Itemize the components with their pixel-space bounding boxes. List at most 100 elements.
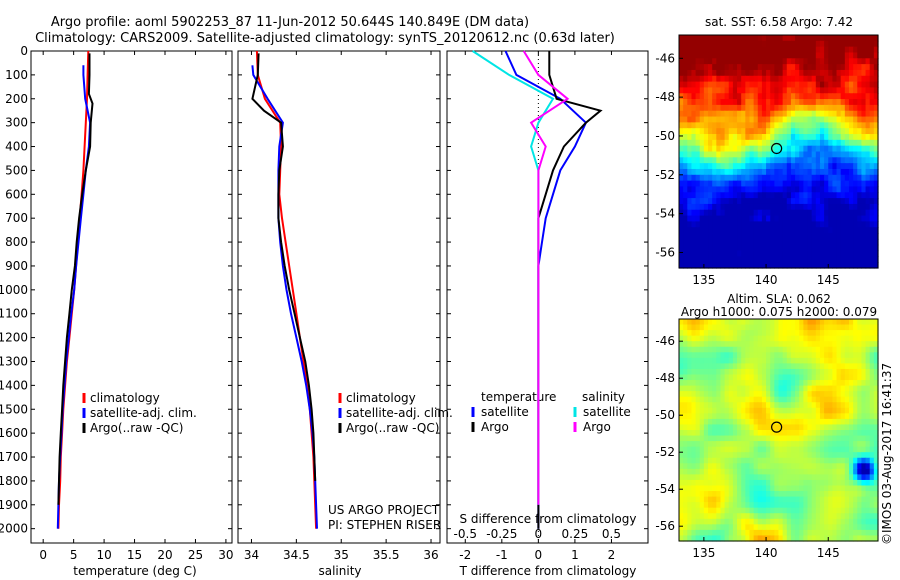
heatmap-cell [844,168,850,176]
heatmap-cell [811,46,817,54]
heatmap-cell [703,396,709,403]
heatmap-cell [844,238,850,246]
heatmap-cell [687,507,693,514]
heatmap-cell [848,227,854,234]
heatmap-cell [861,93,867,100]
heatmap-cell [873,474,879,481]
heatmap-cell [865,244,871,252]
heatmap-cell [865,192,871,199]
heatmap-cell [790,407,796,414]
heatmap-cell [844,46,850,54]
heatmap-cell [799,335,804,342]
heatmap-cell [712,134,717,141]
heatmap-cell [774,457,780,464]
heatmap-cell [840,435,846,442]
heatmap-cells [679,319,879,542]
heatmap-cell [795,457,800,464]
heatmap-cell [778,435,784,442]
heatmap-cell [811,485,817,492]
heatmap-cell [687,452,693,459]
heatmap-cell [840,64,846,71]
heatmap-cell [724,430,730,437]
heatmap-cell [848,357,854,364]
heatmap-cell [828,402,833,409]
heatmap-cell [799,529,804,537]
heatmap-cell [832,163,838,170]
heatmap-cell [873,116,879,123]
heatmap-cell [790,346,796,353]
heatmap-cell [749,513,755,520]
heatmap-cell [778,513,784,520]
heatmap-cell [683,507,688,514]
heatmap-cell [679,35,684,42]
heatmap-cell [861,122,867,129]
heatmap-cell [832,192,838,199]
heatmap-cell [819,463,825,470]
heatmap-cell [757,256,763,263]
heatmap-cell [857,363,863,370]
heatmap-cell [687,457,693,464]
heatmap-cell [778,341,784,348]
heatmap-cell [774,81,780,89]
heatmap-cell [728,413,734,420]
heatmap-cell [815,244,821,252]
heatmap-cell [687,496,693,503]
heatmap-cell [708,180,713,188]
heatmap-cell [832,491,838,498]
legend-label: Argo [583,420,611,434]
heatmap-cell [799,75,804,83]
heatmap-cell [679,81,684,89]
heatmap-cell [853,227,858,234]
heatmap-cell [753,368,759,376]
heatmap-cell [745,385,751,392]
heatmap-cell [757,180,763,188]
heatmap-cell [807,215,813,222]
x-tick-label: 145 [817,273,840,287]
heatmap-cell [828,430,833,437]
heatmap-cell [761,463,767,470]
heatmap-cell [757,198,763,205]
heatmap-cell [749,324,755,331]
heatmap-cell [737,446,742,453]
heatmap-cell [811,116,817,123]
heatmap-cell [749,180,755,188]
heatmap-cell [728,215,734,222]
heatmap-cell [803,122,809,129]
heatmap-cell [749,186,755,193]
heatmap-cell [741,380,746,387]
heatmap-cell [819,468,825,475]
heatmap-cell [724,174,730,182]
heatmap-cell [799,407,804,414]
heatmap-cell [753,468,759,475]
heatmap-cell [828,58,833,65]
heatmap-cell [679,145,684,153]
heatmap-cell [770,221,775,228]
heatmap-cell [836,363,842,370]
heatmap-cell [815,535,821,542]
heatmap-cell [745,81,751,89]
heatmap-cell [865,507,871,514]
heatmap-cell [770,238,775,246]
heatmap-cell [844,157,850,164]
heatmap-cell [828,368,833,376]
heatmap-cell [824,391,829,398]
heatmap-cell [712,238,717,246]
heatmap-cell [703,535,709,542]
heatmap-cell [761,452,767,459]
heatmap-cell [774,524,780,531]
heatmap-cell [807,157,813,164]
heatmap-cell [824,452,829,459]
heatmap-cell [832,198,838,205]
heatmap-cell [687,418,693,426]
heatmap-cell [836,335,842,342]
heatmap-cell [815,122,821,129]
heatmap-cell [745,479,751,487]
heatmap-cell [757,424,763,431]
heatmap-cell [803,163,809,170]
heatmap-cell [786,110,792,118]
heatmap-cell [844,40,850,48]
heatmap-cell [679,496,684,503]
heatmap-cell [699,457,705,464]
heatmap-cell [741,174,746,182]
heatmap-cell [869,93,875,100]
